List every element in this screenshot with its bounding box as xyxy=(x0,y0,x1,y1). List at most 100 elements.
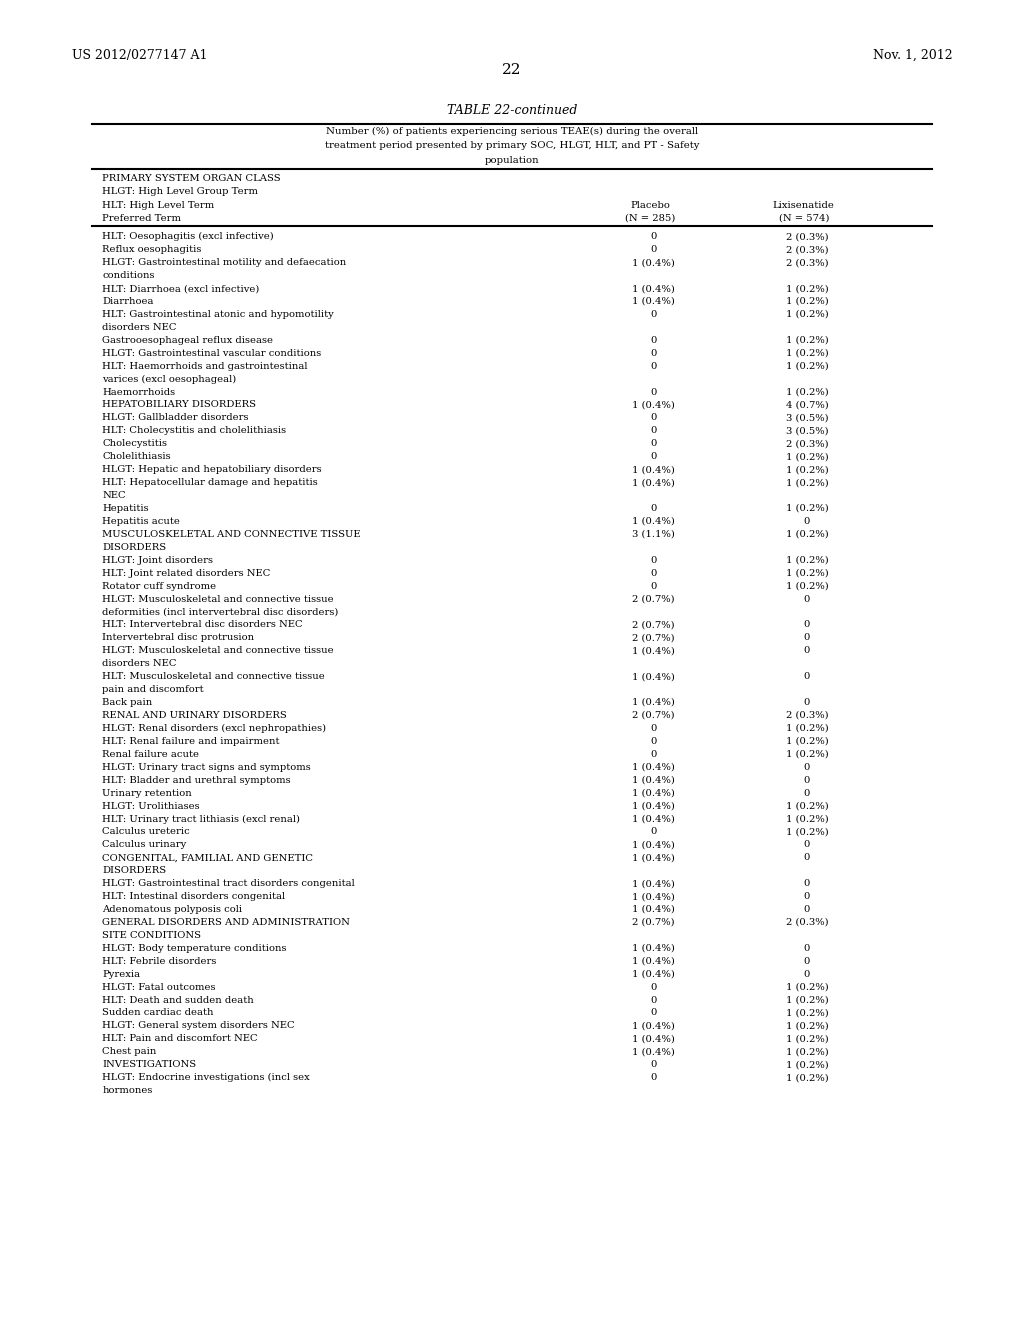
Text: 1 (0.4%): 1 (0.4%) xyxy=(632,853,675,862)
Text: 1 (0.4%): 1 (0.4%) xyxy=(632,814,675,824)
Text: INVESTIGATIONS: INVESTIGATIONS xyxy=(102,1060,197,1069)
Text: 1 (0.4%): 1 (0.4%) xyxy=(632,1022,675,1031)
Text: RENAL AND URINARY DISORDERS: RENAL AND URINARY DISORDERS xyxy=(102,711,287,719)
Text: Reflux oesophagitis: Reflux oesophagitis xyxy=(102,246,202,255)
Text: NEC: NEC xyxy=(102,491,126,500)
Text: 0: 0 xyxy=(804,776,810,784)
Text: 0: 0 xyxy=(804,634,810,643)
Text: 1 (0.2%): 1 (0.2%) xyxy=(785,814,828,824)
Text: 0: 0 xyxy=(804,788,810,797)
Text: Pyrexia: Pyrexia xyxy=(102,970,140,978)
Text: 1 (0.4%): 1 (0.4%) xyxy=(632,957,675,966)
Text: 1 (0.2%): 1 (0.2%) xyxy=(785,478,828,487)
Text: US 2012/0277147 A1: US 2012/0277147 A1 xyxy=(72,49,207,62)
Text: Chest pain: Chest pain xyxy=(102,1047,157,1056)
Text: HLT: Intervertebral disc disorders NEC: HLT: Intervertebral disc disorders NEC xyxy=(102,620,303,630)
Text: treatment period presented by primary SOC, HLGT, HLT, and PT - Safety: treatment period presented by primary SO… xyxy=(325,141,699,150)
Text: HLGT: Fatal outcomes: HLGT: Fatal outcomes xyxy=(102,982,216,991)
Text: 1 (0.4%): 1 (0.4%) xyxy=(632,1047,675,1056)
Text: Adenomatous polyposis coli: Adenomatous polyposis coli xyxy=(102,906,243,913)
Text: Placebo: Placebo xyxy=(631,201,670,210)
Text: 0: 0 xyxy=(650,582,656,590)
Text: Number (%) of patients experiencing serious TEAE(s) during the overall: Number (%) of patients experiencing seri… xyxy=(326,127,698,136)
Text: 1 (0.4%): 1 (0.4%) xyxy=(632,284,675,293)
Text: 1 (0.2%): 1 (0.2%) xyxy=(785,556,828,565)
Text: 1 (0.2%): 1 (0.2%) xyxy=(785,828,828,837)
Text: 0: 0 xyxy=(650,828,656,837)
Text: HLT: Urinary tract lithiasis (excl renal): HLT: Urinary tract lithiasis (excl renal… xyxy=(102,814,300,824)
Text: HLT: Death and sudden death: HLT: Death and sudden death xyxy=(102,995,254,1005)
Text: 0: 0 xyxy=(650,1073,656,1082)
Text: 1 (0.4%): 1 (0.4%) xyxy=(632,478,675,487)
Text: 1 (0.2%): 1 (0.2%) xyxy=(785,284,828,293)
Text: disorders NEC: disorders NEC xyxy=(102,323,177,331)
Text: HLT: Haemorrhoids and gastrointestinal: HLT: Haemorrhoids and gastrointestinal xyxy=(102,362,308,371)
Text: deformities (incl intervertebral disc disorders): deformities (incl intervertebral disc di… xyxy=(102,607,339,616)
Text: 1 (0.4%): 1 (0.4%) xyxy=(632,400,675,409)
Text: HLGT: Urinary tract signs and symptoms: HLGT: Urinary tract signs and symptoms xyxy=(102,763,311,772)
Text: conditions: conditions xyxy=(102,271,155,280)
Text: HLT: Oesophagitis (excl infective): HLT: Oesophagitis (excl infective) xyxy=(102,232,274,242)
Text: 1 (0.2%): 1 (0.2%) xyxy=(785,388,828,396)
Text: HLGT: Urolithiases: HLGT: Urolithiases xyxy=(102,801,200,810)
Text: 0: 0 xyxy=(650,737,656,746)
Text: 1 (0.2%): 1 (0.2%) xyxy=(785,737,828,746)
Text: 0: 0 xyxy=(650,362,656,371)
Text: 1 (0.2%): 1 (0.2%) xyxy=(785,335,828,345)
Text: Intervertebral disc protrusion: Intervertebral disc protrusion xyxy=(102,634,255,643)
Text: HLGT: Endocrine investigations (incl sex: HLGT: Endocrine investigations (incl sex xyxy=(102,1073,310,1082)
Text: Calculus ureteric: Calculus ureteric xyxy=(102,828,190,837)
Text: 1 (0.2%): 1 (0.2%) xyxy=(785,1073,828,1082)
Text: 1 (0.4%): 1 (0.4%) xyxy=(632,465,675,474)
Text: 2 (0.3%): 2 (0.3%) xyxy=(785,246,828,255)
Text: 2 (0.7%): 2 (0.7%) xyxy=(632,634,675,643)
Text: 3 (0.5%): 3 (0.5%) xyxy=(785,413,828,422)
Text: 1 (0.4%): 1 (0.4%) xyxy=(632,841,675,849)
Text: Haemorrhoids: Haemorrhoids xyxy=(102,388,175,396)
Text: Nov. 1, 2012: Nov. 1, 2012 xyxy=(872,49,952,62)
Text: HLGT: Gastrointestinal tract disorders congenital: HLGT: Gastrointestinal tract disorders c… xyxy=(102,879,355,888)
Text: 1 (0.2%): 1 (0.2%) xyxy=(785,995,828,1005)
Text: 4 (0.7%): 4 (0.7%) xyxy=(785,400,828,409)
Text: HLT: Gastrointestinal atonic and hypomotility: HLT: Gastrointestinal atonic and hypomot… xyxy=(102,310,334,319)
Text: 0: 0 xyxy=(650,1060,656,1069)
Text: DISORDERS: DISORDERS xyxy=(102,866,167,875)
Text: Back pain: Back pain xyxy=(102,698,153,708)
Text: HLGT: Joint disorders: HLGT: Joint disorders xyxy=(102,556,213,565)
Text: 1 (0.2%): 1 (0.2%) xyxy=(785,348,828,358)
Text: 1 (0.4%): 1 (0.4%) xyxy=(632,801,675,810)
Text: 2 (0.3%): 2 (0.3%) xyxy=(785,917,828,927)
Text: HLGT: Gastrointestinal motility and defaecation: HLGT: Gastrointestinal motility and defa… xyxy=(102,259,347,267)
Text: 0: 0 xyxy=(804,841,810,849)
Text: Diarrhoea: Diarrhoea xyxy=(102,297,154,306)
Text: PRIMARY SYSTEM ORGAN CLASS: PRIMARY SYSTEM ORGAN CLASS xyxy=(102,174,281,183)
Text: 1 (0.2%): 1 (0.2%) xyxy=(785,1035,828,1043)
Text: 0: 0 xyxy=(650,232,656,242)
Text: TABLE 22-continued: TABLE 22-continued xyxy=(446,104,578,117)
Text: 22: 22 xyxy=(502,63,522,78)
Text: 0: 0 xyxy=(804,944,810,953)
Text: 0: 0 xyxy=(650,723,656,733)
Text: GENERAL DISORDERS AND ADMINISTRATION: GENERAL DISORDERS AND ADMINISTRATION xyxy=(102,917,350,927)
Text: 1 (0.2%): 1 (0.2%) xyxy=(785,504,828,513)
Text: 0: 0 xyxy=(804,970,810,978)
Text: HLT: Febrile disorders: HLT: Febrile disorders xyxy=(102,957,217,966)
Text: 2 (0.7%): 2 (0.7%) xyxy=(632,917,675,927)
Text: Cholelithiasis: Cholelithiasis xyxy=(102,453,171,461)
Text: 3 (1.1%): 3 (1.1%) xyxy=(632,529,675,539)
Text: 1 (0.4%): 1 (0.4%) xyxy=(632,970,675,978)
Text: 0: 0 xyxy=(804,620,810,630)
Text: HLT: Intestinal disorders congenital: HLT: Intestinal disorders congenital xyxy=(102,892,286,902)
Text: hormones: hormones xyxy=(102,1086,153,1096)
Text: 2 (0.7%): 2 (0.7%) xyxy=(632,594,675,603)
Text: 2 (0.7%): 2 (0.7%) xyxy=(632,711,675,719)
Text: 1 (0.2%): 1 (0.2%) xyxy=(785,982,828,991)
Text: CONGENITAL, FAMILIAL AND GENETIC: CONGENITAL, FAMILIAL AND GENETIC xyxy=(102,853,313,862)
Text: disorders NEC: disorders NEC xyxy=(102,659,177,668)
Text: 1 (0.2%): 1 (0.2%) xyxy=(785,465,828,474)
Text: HLT: Diarrhoea (excl infective): HLT: Diarrhoea (excl infective) xyxy=(102,284,260,293)
Text: 1 (0.2%): 1 (0.2%) xyxy=(785,723,828,733)
Text: 0: 0 xyxy=(650,426,656,436)
Text: 1 (0.2%): 1 (0.2%) xyxy=(785,310,828,319)
Text: HLGT: Musculoskeletal and connective tissue: HLGT: Musculoskeletal and connective tis… xyxy=(102,647,334,655)
